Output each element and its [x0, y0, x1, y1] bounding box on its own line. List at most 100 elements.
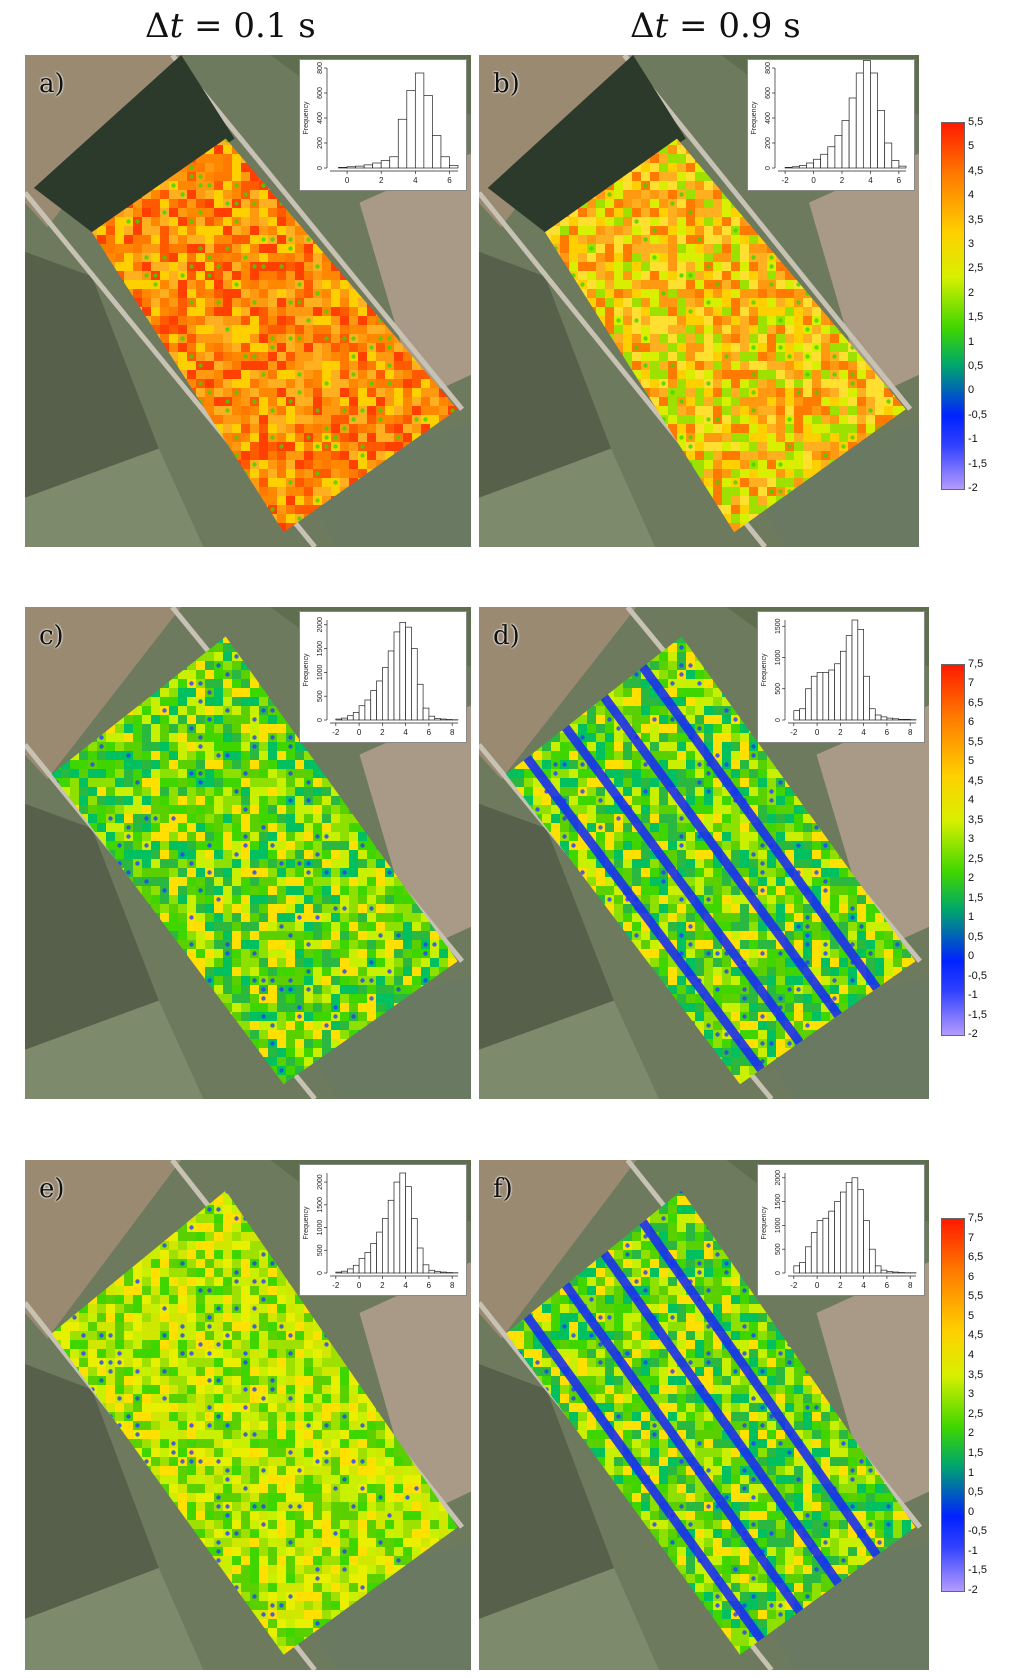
histogram-xtick: 0: [357, 1281, 362, 1290]
histogram-chart: -2 0 2 4 6 0 200 400 600 800 Frequency: [751, 60, 907, 185]
histogram-bar: [816, 672, 824, 721]
histogram-inset: -2 0 2 4 6 8 0 500 1000 1500 Frequency: [757, 611, 925, 743]
colorbar-tick-label: -0,5: [968, 969, 987, 982]
histogram-bar: [869, 1248, 876, 1274]
histogram-chart: -2 0 2 4 6 8 0 500 1000 1500 2000 Frequency: [761, 1170, 917, 1290]
histogram-xtick: 2: [379, 176, 384, 185]
histogram-bar: [387, 650, 395, 721]
histogram-bar: [414, 72, 425, 169]
histogram-bar: [884, 142, 893, 169]
histogram-ytick: 1500: [775, 618, 782, 634]
histogram-ylabel: Frequency: [303, 1206, 310, 1240]
histogram-bar: [851, 1177, 859, 1274]
colorbar-tick-label: 5: [968, 140, 975, 153]
histogram-bar: [874, 1265, 882, 1274]
column-title-left-var: t: [169, 6, 184, 46]
histogram-ytick: 500: [317, 690, 324, 702]
histogram-ytick: 0: [317, 166, 324, 170]
histogram-bar: [405, 1186, 412, 1274]
histogram-bar: [816, 1220, 824, 1274]
histogram-ytick: 2000: [317, 1174, 324, 1190]
histogram-bar: [358, 705, 366, 721]
histogram-bar: [358, 1258, 366, 1274]
histogram-chart: -2 0 2 4 6 8 0 500 1000 1500 Frequency: [761, 618, 917, 737]
colorbar-tick-label: -1: [968, 1544, 978, 1557]
histogram-bar: [877, 110, 886, 169]
colorbar-middle-ticks: 7,5 7 6,5 6 5,5 5 4,5 4 3,5 3 2,5 2 1,5 1 0,5 0 -0,5 -1 -1…: [968, 658, 1008, 1040]
colorbar-tick-label: 2,5: [968, 852, 984, 865]
histogram-bar: [810, 675, 818, 721]
histogram-ylabel: Frequency: [303, 653, 310, 687]
histogram-bar: [352, 712, 360, 721]
histogram-ytick: 1000: [775, 650, 782, 666]
histogram-bar: [845, 635, 853, 721]
histogram-bar: [372, 162, 382, 169]
colorbar-tick-label: 4: [968, 794, 975, 807]
map-canvas: [479, 55, 919, 547]
colorbar-tick-label: 3: [968, 1388, 975, 1401]
histogram-chart: -2 0 2 4 6 8 0 500 1000 1500 2000 Frequency: [303, 1172, 459, 1290]
colorbar-tick-label: 0: [968, 384, 975, 397]
histogram-bar: [335, 1271, 342, 1274]
histogram-bar: [393, 631, 401, 721]
histogram-bar: [840, 1191, 847, 1274]
histogram-bar: [827, 146, 836, 169]
histogram-xtick: 8: [450, 728, 455, 737]
colorbar-tick-label: 4,5: [968, 774, 984, 787]
column-title-left-suffix: = 0.1 s: [183, 6, 316, 46]
colorbar-tick-label: 5,5: [968, 116, 984, 128]
colorbar-tick-label: -0,5: [968, 408, 987, 421]
histogram-xtick: 2: [840, 176, 845, 185]
colorbar-tick-label: 6: [968, 716, 975, 729]
histogram-ytick: 600: [765, 87, 772, 99]
histogram-bar: [880, 1269, 888, 1274]
histogram-bar: [886, 1271, 894, 1274]
panel-label-a: a): [39, 69, 65, 99]
histogram-bar: [810, 1232, 818, 1274]
histogram-bar: [387, 1199, 395, 1274]
histogram-ytick: 400: [317, 112, 324, 124]
histogram-bar: [382, 667, 389, 721]
colorbar-tick-label: 3: [968, 238, 975, 250]
histogram-bar: [432, 135, 442, 169]
colorbar-bottom: [941, 1218, 965, 1592]
histogram-xtick: 0: [815, 728, 820, 737]
histogram-bar: [806, 162, 814, 169]
histogram-bar: [898, 719, 905, 721]
histogram-inset: -2 0 2 4 6 8 0 500 1000 1500 2000 Frequency: [299, 1164, 467, 1296]
colorbar-tick-label: 0: [968, 1505, 975, 1518]
histogram-ytick: 0: [775, 1271, 782, 1275]
histogram-bar: [422, 707, 430, 721]
histogram-bar: [411, 1218, 418, 1274]
histogram-xtick: 6: [885, 728, 890, 737]
histogram-bar: [874, 714, 882, 721]
colorbar-tick-label: -1,5: [968, 457, 987, 470]
histogram-xtick: 0: [815, 1281, 820, 1290]
histogram-bar: [422, 1264, 430, 1274]
histogram-ylabel: Frequency: [751, 101, 758, 135]
histogram-bar: [389, 156, 399, 169]
column-title-right-suffix: = 0.9 s: [668, 6, 801, 46]
histogram-bar: [428, 715, 436, 721]
histogram-bar: [855, 72, 864, 169]
histogram-bar: [406, 90, 416, 169]
colorbar-tick-label: 1: [968, 1466, 975, 1479]
histogram-bar: [370, 690, 377, 721]
colorbar-tick-label: 0,5: [968, 930, 984, 943]
histogram-bar: [364, 1252, 372, 1274]
histogram-bar: [841, 120, 850, 169]
column-title-right-var: t: [654, 6, 669, 46]
colorbar-tick-label: 0: [968, 950, 975, 963]
histogram-inset: 0 2 4 6 0 200 400 600 800 Frequency: [299, 59, 467, 191]
histogram-bar: [793, 1265, 800, 1274]
histogram-ytick: 600: [317, 87, 324, 99]
histogram-bar: [405, 626, 412, 721]
histogram-ytick: 500: [775, 1243, 782, 1255]
column-title-dt-0-9: Δt = 0.9 s: [630, 6, 801, 46]
histogram-bar: [399, 622, 406, 721]
colorbar-tick-label: 3,5: [968, 1368, 984, 1381]
histogram-inset: -2 0 2 4 6 0 200 400 600 800 Frequency: [747, 59, 915, 191]
panel-label-f: f): [493, 1174, 513, 1204]
histogram-bar: [440, 718, 447, 721]
colorbar-top: [941, 122, 965, 490]
